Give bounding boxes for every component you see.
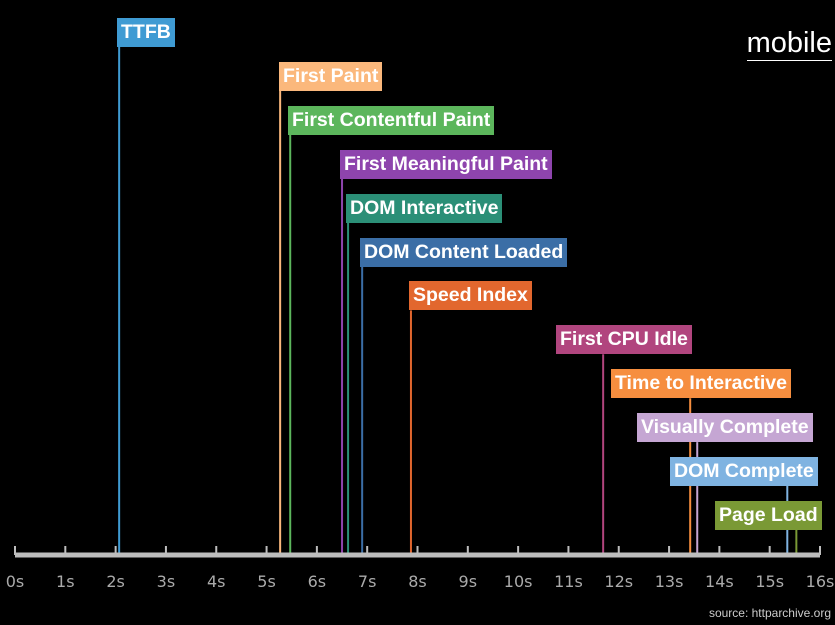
x-tick-label: 10s — [504, 572, 533, 591]
x-tick-label: 13s — [655, 572, 684, 591]
x-tick-label: 11s — [554, 572, 583, 591]
source-note: source: httparchive.org — [708, 606, 831, 620]
x-tick-label: 16s — [806, 572, 835, 591]
marker-label: First CPU Idle — [556, 325, 692, 355]
x-tick-label: 14s — [705, 572, 734, 591]
marker-label: DOM Interactive — [346, 193, 503, 223]
x-tick-label: 12s — [604, 572, 633, 591]
x-tick-label: 9s — [459, 572, 478, 591]
marker-label: First Contentful Paint — [288, 105, 495, 135]
marker-label: Time to Interactive — [611, 369, 791, 399]
x-tick-label: 4s — [207, 572, 226, 591]
x-tick-label: 0s — [6, 572, 25, 591]
x-tick-label: 7s — [358, 572, 377, 591]
x-tick-label: 5s — [257, 572, 276, 591]
marker-label: DOM Content Loaded — [360, 237, 568, 267]
x-tick-label: 8s — [408, 572, 427, 591]
x-tick-label: 3s — [157, 572, 176, 591]
marker-label: Visually Complete — [637, 413, 813, 443]
marker-label: First Paint — [279, 61, 383, 91]
x-tick-label: 6s — [308, 572, 327, 591]
marker-label: Page Load — [715, 500, 822, 530]
marker-label: Speed Index — [409, 281, 532, 311]
x-tick-label: 1s — [56, 572, 75, 591]
marker-label: TTFB — [117, 18, 175, 47]
x-tick-label: 15s — [755, 572, 784, 591]
marker-label: DOM Complete — [670, 457, 818, 486]
marker-label: First Meaningful Paint — [340, 149, 552, 179]
device-label: mobile — [746, 27, 832, 61]
x-tick-label: 2s — [106, 572, 125, 591]
